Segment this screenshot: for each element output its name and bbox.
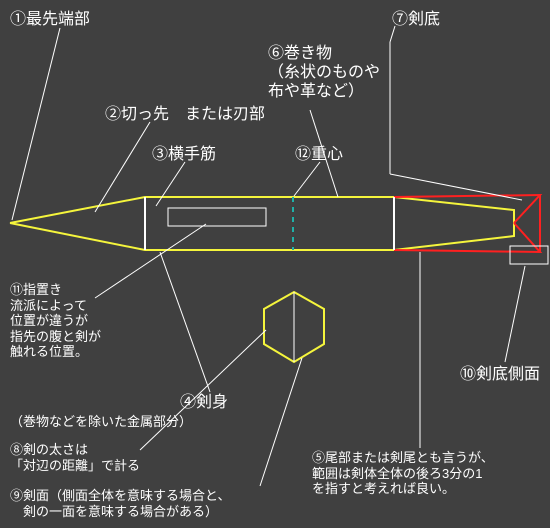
label-l1: ①最先端部 xyxy=(10,10,90,29)
leader-ld10 xyxy=(505,266,525,362)
butt-side-rect xyxy=(510,246,548,264)
leader-ld9 xyxy=(260,358,302,486)
label-l4b: （巻物などを除いた金属部分） xyxy=(10,414,192,430)
label-l10: ⑩剣底側面 xyxy=(460,365,540,384)
label-l11: ⑪指置き 流派によって 位置が違うが 指先の腹と剣が 触れる位置。 xyxy=(10,282,101,360)
sword-outline xyxy=(10,197,514,250)
label-l7: ⑦剣底 xyxy=(392,10,440,29)
label-l3: ③横手筋 xyxy=(152,145,216,164)
label-l6a: ⑥巻き物 xyxy=(268,44,332,63)
label-l5: ⑤尾部または剣尾とも言うが、 範囲は剣体全体の後ろ3分の1 を指すと考えれば良い… xyxy=(312,450,494,497)
leader-ld1 xyxy=(12,28,60,220)
label-l2: ②切っ先 または刃部 xyxy=(105,105,265,124)
leader-ld3 xyxy=(156,162,185,206)
leader-ld12 xyxy=(294,162,320,196)
label-l9: ⑨剣面（側面全体を意味する場合と、 剣の一面を意味する場合がある） xyxy=(10,488,230,519)
label-l6b: （糸状のものや 布や革など） xyxy=(268,63,380,101)
label-l4: ④剣身 xyxy=(180,393,228,412)
leader-ld8 xyxy=(140,330,266,450)
leader-ld11 xyxy=(95,224,206,298)
label-l8: ⑧剣の太さは 「対辺の距離」で計る xyxy=(10,442,140,473)
label-l12: ⑫重心 xyxy=(295,145,343,164)
leader-ld4 xyxy=(160,252,210,392)
finger-rest-rect xyxy=(168,208,266,226)
